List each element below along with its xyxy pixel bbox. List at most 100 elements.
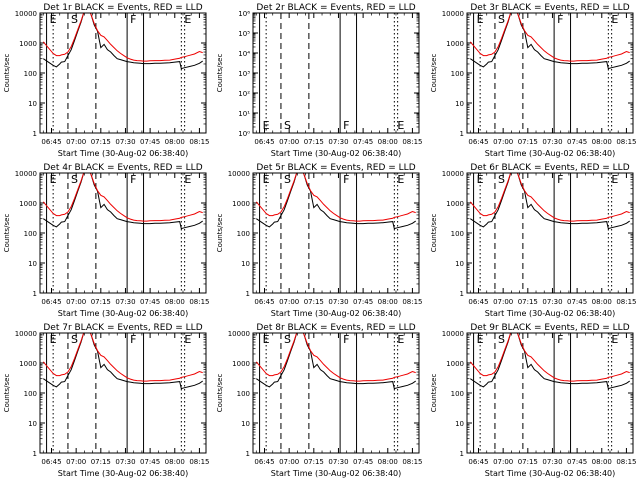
y-tick-label: 10¹: [238, 110, 250, 118]
event-marker-label: S: [498, 173, 505, 186]
events-series-line: [470, 333, 630, 390]
y-tick-label: 1000: [232, 200, 250, 208]
x-tick-label: 07:45: [353, 298, 373, 306]
y-tick-label: 1000: [446, 200, 464, 208]
y-tick-label: 1: [246, 290, 250, 298]
event-marker-label: S: [284, 173, 291, 186]
x-tick-label: 07:00: [279, 458, 299, 466]
event-marker-label: E: [477, 173, 484, 186]
event-marker-label: E: [50, 333, 57, 346]
event-marker-label: E: [397, 119, 404, 132]
panel-title: Det 6r BLACK = Events, RED = LLD: [470, 163, 629, 173]
event-marker-label: F: [130, 173, 136, 186]
lld-series-line: [469, 173, 630, 222]
y-tick-label: 100: [237, 230, 250, 238]
event-marker-label: F: [557, 13, 563, 26]
chart-panel-9: Det 9r BLACK = Events, RED = LLD Counts/s…: [430, 323, 637, 478]
y-tick-label: 10000: [442, 330, 464, 338]
y-tick-label: 10: [241, 260, 250, 268]
event-marker-label: E: [477, 13, 484, 26]
x-tick-label: 07:15: [304, 458, 324, 466]
y-axis-label: Counts/sec: [430, 374, 438, 413]
x-tick-label: 06:45: [254, 298, 274, 306]
x-tick-label: 06:45: [468, 298, 488, 306]
y-tick-label: 10: [28, 260, 37, 268]
y-tick-label: 1: [460, 290, 464, 298]
events-series-line: [43, 13, 203, 70]
x-tick-label: 08:00: [592, 138, 612, 146]
x-tick-label: 07:45: [567, 458, 587, 466]
x-tick-label: 08:15: [402, 138, 422, 146]
y-tick-label: 10⁵: [238, 30, 250, 38]
y-axis-label: Counts/sec: [216, 54, 224, 93]
plot-frame: [252, 12, 420, 134]
plot-frame: [252, 172, 420, 294]
event-marker-label: S: [498, 333, 505, 346]
events-series-line: [43, 173, 203, 230]
events-series-line: [470, 173, 630, 230]
event-marker-label: F: [130, 13, 136, 26]
y-tick-label: 100: [451, 230, 464, 238]
panel-title: Det 8r BLACK = Events, RED = LLD: [256, 323, 415, 333]
x-tick-label: 07:00: [493, 458, 513, 466]
x-tick-label: 08:15: [402, 298, 422, 306]
y-axis-label: Counts/sec: [3, 374, 11, 413]
x-tick-label: 08:15: [402, 458, 422, 466]
y-tick-label: 100: [24, 390, 37, 398]
y-tick-label: 1: [33, 130, 37, 138]
chart-panel-4: Det 4r BLACK = Events, RED = LLD Counts/s…: [3, 163, 210, 318]
y-tick-label: 10⁶: [238, 10, 250, 18]
x-tick-label: 07:30: [542, 138, 562, 146]
y-axis-label: Counts/sec: [3, 54, 11, 93]
plot-frame: [39, 332, 207, 454]
y-tick-label: 10⁴: [238, 50, 250, 58]
x-axis-label: Start Time (30-Aug-02 06:38:40): [485, 469, 616, 478]
x-tick-label: 07:45: [140, 458, 160, 466]
y-tick-label: 10: [455, 420, 464, 428]
lld-series-line: [42, 333, 203, 382]
x-tick-label: 07:45: [567, 138, 587, 146]
event-marker-label: F: [343, 119, 349, 132]
events-series-line: [256, 173, 416, 230]
y-tick-label: 10000: [442, 170, 464, 178]
y-tick-label: 1: [246, 450, 250, 458]
panel-title: Det 7r BLACK = Events, RED = LLD: [43, 323, 202, 333]
y-tick-label: 1: [33, 290, 37, 298]
event-marker-label: E: [611, 173, 618, 186]
event-marker-label: S: [498, 13, 505, 26]
panel-title: Det 1r BLACK = Events, RED = LLD: [43, 3, 202, 13]
event-marker-label: E: [397, 173, 404, 186]
x-tick-label: 07:15: [91, 298, 111, 306]
event-marker-label: F: [557, 333, 563, 346]
y-tick-label: 10: [241, 420, 250, 428]
x-tick-label: 07:45: [353, 138, 373, 146]
x-tick-label: 06:45: [41, 298, 61, 306]
panel-title: Det 5r BLACK = Events, RED = LLD: [256, 163, 415, 173]
x-tick-label: 07:30: [328, 458, 348, 466]
x-tick-label: 07:30: [328, 138, 348, 146]
x-axis-label: Start Time (30-Aug-02 06:38:40): [271, 309, 402, 318]
plot-frame: [39, 12, 207, 134]
x-tick-label: 06:45: [41, 138, 61, 146]
x-tick-label: 07:00: [66, 138, 86, 146]
y-tick-label: 1000: [446, 360, 464, 368]
chart-panel-3: Det 3r BLACK = Events, RED = LLD Counts/s…: [430, 3, 637, 158]
panel-title: Det 4r BLACK = Events, RED = LLD: [43, 163, 202, 173]
y-tick-label: 10000: [15, 10, 37, 18]
y-tick-label: 10²: [238, 90, 250, 98]
event-marker-label: E: [184, 333, 191, 346]
x-tick-label: 08:00: [592, 458, 612, 466]
x-tick-label: 07:15: [518, 138, 538, 146]
x-tick-label: 07:00: [493, 298, 513, 306]
chart-panel-5: Det 5r BLACK = Events, RED = LLD Counts/s…: [216, 163, 423, 318]
y-tick-label: 1000: [19, 40, 37, 48]
x-tick-label: 07:30: [115, 138, 135, 146]
event-marker-label: F: [343, 333, 349, 346]
x-tick-label: 07:15: [304, 138, 324, 146]
y-tick-label: 10⁰: [238, 130, 250, 138]
y-tick-label: 10: [28, 100, 37, 108]
event-marker-label: F: [130, 333, 136, 346]
lld-series-line: [42, 173, 203, 222]
